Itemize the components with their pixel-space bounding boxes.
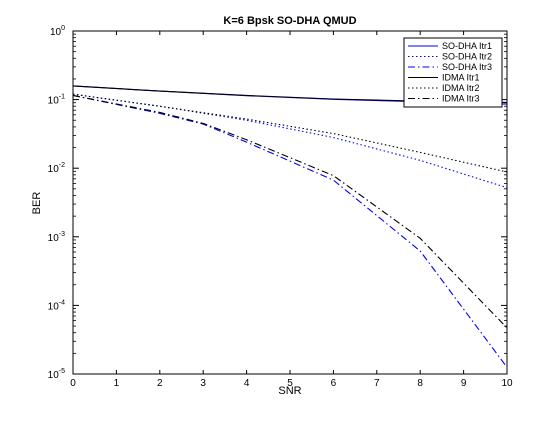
y-tick-label: 100 <box>50 25 65 38</box>
series-line-5 <box>72 93 508 173</box>
legend-label-5: IDMA Itr2 <box>442 83 480 93</box>
legend-label-1: SO-DHA Itr1 <box>442 41 492 51</box>
legend-label-6: IDMA Itr3 <box>442 94 480 104</box>
x-tick-label: 4 <box>244 378 250 389</box>
series-line-6 <box>72 94 508 329</box>
y-tick-label: 10-4 <box>48 299 65 312</box>
x-tick-label: 1 <box>114 378 120 389</box>
legend-label-3: SO-DHA Itr3 <box>442 62 492 72</box>
series-line-3 <box>72 94 508 368</box>
legend-label-2: SO-DHA Itr2 <box>442 52 492 62</box>
x-tick-label: 0 <box>70 378 76 389</box>
x-tick-label: 9 <box>461 378 467 389</box>
x-tick-label: 3 <box>200 378 206 389</box>
legend-label-4: IDMA Itr1 <box>442 73 480 83</box>
x-axis-label: SNR <box>278 385 301 397</box>
y-tick-label: 10-5 <box>48 368 65 381</box>
y-tick-label: 10-2 <box>48 162 65 175</box>
plot-area: 0 1 2 3 4 5 6 7 8 9 10 100 10-1 10-2 10-3 10-4 10-5 <box>48 25 513 389</box>
y-tick-label: 10-3 <box>48 231 65 244</box>
y-tick-label: 10-1 <box>48 94 65 107</box>
x-tick-label: 7 <box>374 378 380 389</box>
legend-box <box>403 37 503 108</box>
series-line-2 <box>72 93 508 189</box>
x-tick-label: 5 <box>287 378 293 389</box>
x-tick-label: 6 <box>331 378 337 389</box>
y-axis-label: BER <box>31 192 43 215</box>
x-tick-label: 10 <box>501 378 513 389</box>
x-tick-label: 8 <box>417 378 423 389</box>
chart-title: K=6 Bpsk SO-DHA QMUD <box>223 15 356 27</box>
x-tick-label: 2 <box>157 378 163 389</box>
